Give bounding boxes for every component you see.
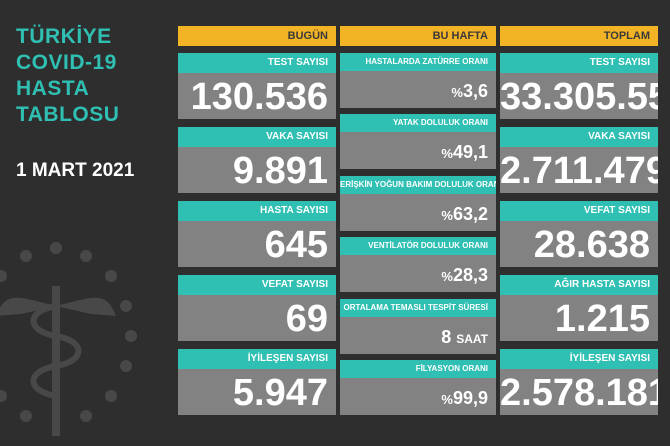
card-value: 33.305.552 xyxy=(500,73,658,119)
card-label: YATAK DOLULUK ORANI xyxy=(340,114,496,132)
card-label: İYİLEŞEN SAYISI xyxy=(500,349,658,369)
card-label: TEST SAYISI xyxy=(500,53,658,73)
card-value: 69 xyxy=(178,295,336,341)
duration-value: 8 xyxy=(441,327,452,347)
card-label: İYİLEŞEN SAYISI xyxy=(178,349,336,369)
card-label: VEFAT SAYISI xyxy=(178,275,336,295)
title-line: COVID-19 xyxy=(16,51,117,74)
card-value: %28,3 xyxy=(340,255,496,292)
rate-value: 49,1 xyxy=(452,142,488,162)
card-value: 645 xyxy=(178,221,336,267)
duration-unit: SAAT xyxy=(456,332,488,346)
week-card-pneumonia: HASTALARDA ZATÜRRE ORANI %3,6 xyxy=(340,53,496,108)
rate-value: 3,6 xyxy=(462,81,488,101)
card-value: 5.947 xyxy=(178,369,336,415)
card-label: TEST SAYISI xyxy=(178,53,336,73)
today-card-cases: VAKA SAYISI 9.891 xyxy=(178,127,336,193)
title-line: TÜRKİYE xyxy=(16,25,112,48)
percent-sign: % xyxy=(441,392,453,407)
card-label: HASTA SAYISI xyxy=(178,201,336,221)
total-card-deaths: VEFAT SAYISI 28.638 xyxy=(500,201,658,267)
card-value: 9.891 xyxy=(178,147,336,193)
week-card-contact-detection-time: ORTALAMA TEMASLI TESPİT SÜRESİ 8 SAAT xyxy=(340,299,496,354)
rate-value: 28,3 xyxy=(452,265,488,285)
header-total: TOPLAM xyxy=(500,26,658,46)
title-line: TABLOSU xyxy=(16,103,120,126)
today-card-recovered: İYİLEŞEN SAYISI 5.947 xyxy=(178,349,336,415)
card-label: ORTALAMA TEMASLI TESPİT SÜRESİ xyxy=(340,299,496,317)
percent-sign: % xyxy=(441,269,453,284)
percent-sign: % xyxy=(441,208,453,223)
total-card-cases: VAKA SAYISI 2.711.479 xyxy=(500,127,658,193)
today-card-test: TEST SAYISI 130.536 xyxy=(178,53,336,119)
rate-value: 63,2 xyxy=(452,204,488,224)
page-title: TÜRKİYE COVID-19 HASTA TABLOSU xyxy=(16,24,119,128)
total-card-test: TEST SAYISI 33.305.552 xyxy=(500,53,658,119)
week-card-bed-occupancy: YATAK DOLULUK ORANI %49,1 xyxy=(340,114,496,169)
card-label: VAKA SAYISI xyxy=(500,127,658,147)
card-label: HASTALARDA ZATÜRRE ORANI xyxy=(340,53,496,71)
card-value: 1.215 xyxy=(500,295,658,341)
header-this-week: BU HAFTA xyxy=(340,26,496,46)
card-label: ERİŞKİN YOĞUN BAKIM DOLULUK ORANI xyxy=(340,176,496,194)
report-date: 1 MART 2021 xyxy=(16,160,135,181)
week-card-ventilator-occupancy: VENTİLATÖR DOLULUK ORANI %28,3 xyxy=(340,237,496,292)
card-value: %63,2 xyxy=(340,194,496,231)
card-value: %3,6 xyxy=(340,71,496,108)
card-label: VEFAT SAYISI xyxy=(500,201,658,221)
rate-value: 99,9 xyxy=(452,388,488,408)
title-line: HASTA xyxy=(16,77,90,100)
total-card-recovered: İYİLEŞEN SAYISI 2.578.181 xyxy=(500,349,658,415)
card-value: 8 SAAT xyxy=(340,317,496,354)
card-value: 2.711.479 xyxy=(500,147,658,193)
card-label: VAKA SAYISI xyxy=(178,127,336,147)
today-card-deaths: VEFAT SAYISI 69 xyxy=(178,275,336,341)
card-label: AĞIR HASTA SAYISI xyxy=(500,275,658,295)
ministry-of-health-emblem-icon xyxy=(0,242,137,436)
card-value: %99,9 xyxy=(340,378,496,415)
card-label: VENTİLATÖR DOLULUK ORANI xyxy=(340,237,496,255)
card-value: 2.578.181 xyxy=(500,369,658,415)
today-card-patients: HASTA SAYISI 645 xyxy=(178,201,336,267)
card-label: FİLYASYON ORANI xyxy=(340,360,496,378)
percent-sign: % xyxy=(441,146,453,161)
card-value: %49,1 xyxy=(340,132,496,169)
card-value: 28.638 xyxy=(500,221,658,267)
card-value: 130.536 xyxy=(178,73,336,119)
week-card-icu-occupancy: ERİŞKİN YOĞUN BAKIM DOLULUK ORANI %63,2 xyxy=(340,176,496,231)
percent-sign: % xyxy=(451,85,463,100)
header-today: BUGÜN xyxy=(178,26,336,46)
week-card-filiation-rate: FİLYASYON ORANI %99,9 xyxy=(340,360,496,415)
total-card-critical-patients: AĞIR HASTA SAYISI 1.215 xyxy=(500,275,658,341)
